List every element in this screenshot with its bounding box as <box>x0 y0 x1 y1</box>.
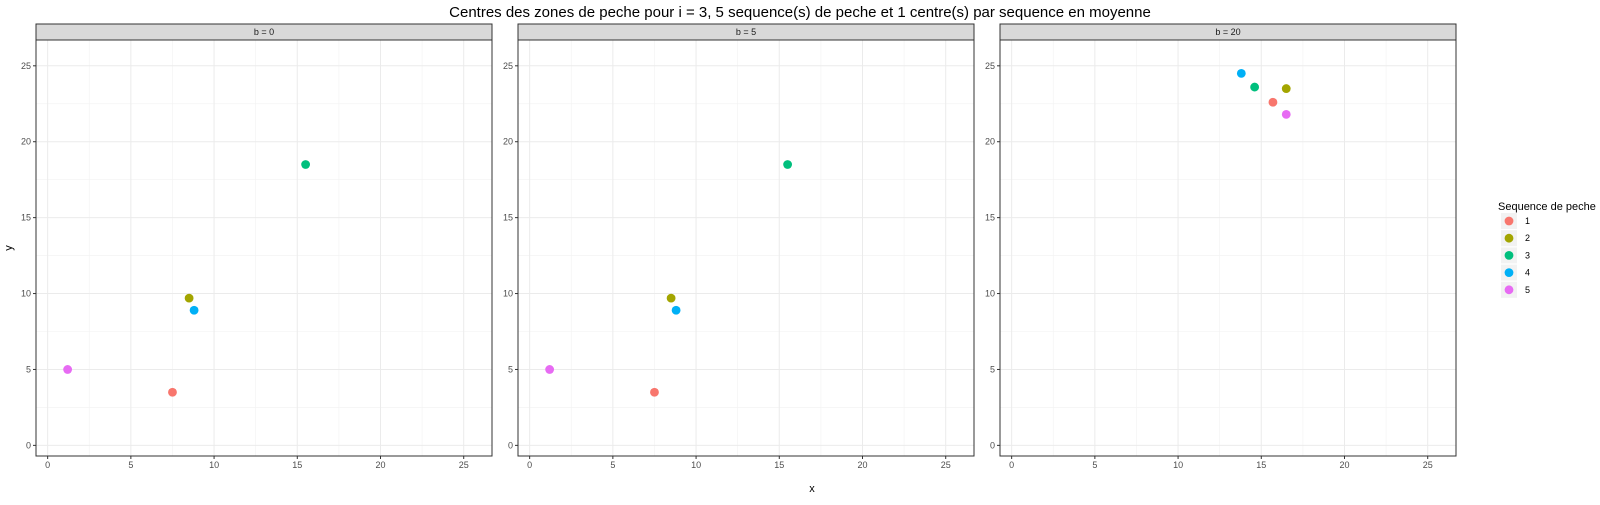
legend-entry-label: 2 <box>1525 233 1530 243</box>
legend-title: Sequence de peche <box>1498 201 1596 213</box>
scatter-point-seq-1 <box>650 387 659 397</box>
scatter-point-seq-5 <box>63 365 73 374</box>
facet-panel-3: b = 20 0 5 10 15 20 25 0 5 10 15 20 25 <box>985 23 1457 470</box>
y-tick-label: 25 <box>985 61 995 71</box>
scatter-point-seq-5 <box>1281 109 1291 119</box>
x-tick-label: 25 <box>1423 460 1433 470</box>
y-tick-label: 5 <box>990 364 995 374</box>
legend-entry-2: 2 <box>1501 230 1530 247</box>
scatter-point-seq-1 <box>1268 97 1278 107</box>
x-tick-label: 10 <box>691 460 701 470</box>
x-tick-label: 5 <box>1092 460 1097 470</box>
x-tick-label: 20 <box>1339 460 1349 470</box>
legend-entry-5: 5 <box>1501 281 1530 298</box>
scatter-point-seq-3 <box>783 160 793 169</box>
y-tick-label: 20 <box>503 137 513 147</box>
legend-key-point <box>1504 216 1514 226</box>
y-tick-label: 15 <box>985 213 995 223</box>
scatter-point-seq-3 <box>1250 82 1260 92</box>
plot-panel-border <box>517 39 975 457</box>
legend-key-point <box>1504 251 1514 260</box>
x-tick-label: 5 <box>610 460 615 470</box>
y-tick-label: 5 <box>508 364 513 374</box>
legend-entry-label: 5 <box>1525 285 1530 295</box>
x-tick-label: 15 <box>292 460 302 470</box>
x-tick-label: 15 <box>1256 460 1266 470</box>
y-tick-label: 0 <box>508 440 513 450</box>
x-tick-label: 10 <box>1173 460 1183 470</box>
x-tick-label: 20 <box>857 460 867 470</box>
y-tick-label: 15 <box>503 213 513 223</box>
legend-key-point <box>1504 285 1514 295</box>
plot-panel-background <box>1000 40 1456 456</box>
y-axis-label: y <box>3 245 15 251</box>
scatter-point-seq-4 <box>189 305 199 315</box>
x-axis-label: x <box>809 483 815 495</box>
y-tick-label: 25 <box>21 61 31 71</box>
legend: Sequence de peche 1 2 3 4 5 <box>1498 201 1596 298</box>
legend-entry-label: 3 <box>1525 250 1530 260</box>
scatter-point-seq-5 <box>545 365 555 374</box>
facets-layer: b = 0 0 5 10 15 20 25 0 5 10 15 20 25 b = 5 0 5 10 15 20 25… <box>21 23 1457 470</box>
facet-panel-1: b = 0 0 5 10 15 20 25 0 5 10 15 20 25 <box>21 23 493 470</box>
x-tick-label: 25 <box>941 460 951 470</box>
scatter-point-seq-4 <box>1236 69 1246 78</box>
y-tick-label: 0 <box>26 440 31 450</box>
facet-panel-2: b = 5 0 5 10 15 20 25 0 5 10 15 20 25 <box>503 23 975 470</box>
plot-panel-background <box>36 40 492 456</box>
facet-strip-label: b = 5 <box>736 27 756 37</box>
facet-strip-label: b = 0 <box>254 27 274 37</box>
y-tick-label: 10 <box>985 289 995 299</box>
x-tick-label: 20 <box>375 460 385 470</box>
scatter-point-seq-2 <box>184 293 194 303</box>
legend-entry-label: 1 <box>1525 216 1530 226</box>
legend-key-point <box>1504 233 1514 243</box>
y-tick-label: 10 <box>21 289 31 299</box>
y-tick-label: 0 <box>990 440 995 450</box>
scatter-point-seq-1 <box>168 387 177 397</box>
facet-strip-label: b = 20 <box>1215 27 1240 37</box>
legend-entry-3: 3 <box>1501 247 1530 264</box>
x-tick-label: 25 <box>459 460 469 470</box>
y-tick-label: 20 <box>21 137 31 147</box>
x-tick-label: 5 <box>128 460 133 470</box>
y-tick-label: 15 <box>21 213 31 223</box>
legend-entry-4: 4 <box>1501 264 1530 281</box>
x-tick-label: 0 <box>45 460 50 470</box>
y-tick-label: 10 <box>503 289 513 299</box>
y-tick-label: 25 <box>503 61 513 71</box>
scatter-point-seq-4 <box>671 305 681 315</box>
scatter-point-seq-2 <box>1281 84 1291 93</box>
y-tick-label: 5 <box>26 364 31 374</box>
x-tick-label: 10 <box>209 460 219 470</box>
legend-entry-1: 1 <box>1501 213 1530 229</box>
plot-panel-background <box>518 40 974 456</box>
plot-panel-border <box>35 39 493 457</box>
legend-entry-label: 4 <box>1525 268 1530 278</box>
chart-title: Centres des zones de peche pour i = 3, 5… <box>449 4 1151 21</box>
y-tick-label: 20 <box>985 137 995 147</box>
x-tick-label: 15 <box>774 460 784 470</box>
legend-key-point <box>1504 268 1514 277</box>
scatter-point-seq-2 <box>666 293 676 303</box>
x-tick-label: 0 <box>527 460 532 470</box>
scatter-point-seq-3 <box>301 160 311 169</box>
plot-panel-border <box>999 39 1457 457</box>
x-tick-label: 0 <box>1009 460 1014 470</box>
